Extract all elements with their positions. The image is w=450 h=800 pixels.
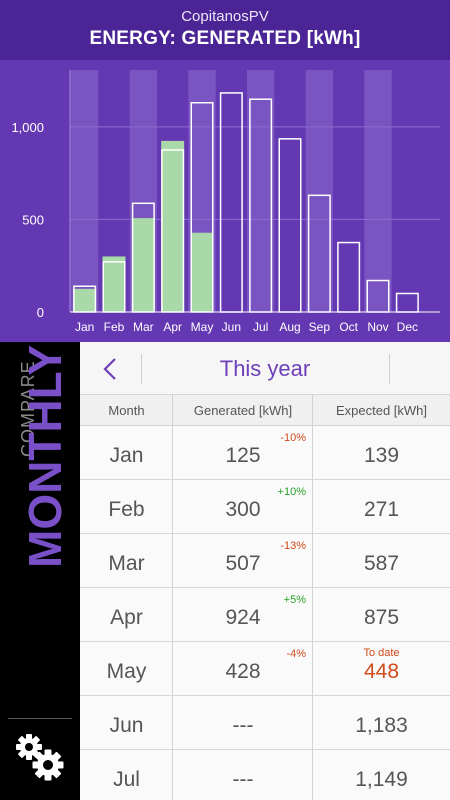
generated-bar	[190, 232, 214, 312]
generated-bar	[102, 256, 126, 312]
expected-bar	[366, 279, 390, 313]
generated-cell: 924	[225, 606, 261, 629]
y-tick-label: 500	[22, 212, 44, 227]
generated-bar	[73, 288, 97, 312]
deviation-badge: -13%	[280, 540, 306, 552]
deviation-badge: -4%	[286, 648, 306, 660]
to-date-label: To date	[363, 647, 400, 659]
generated-bar	[131, 218, 155, 312]
month-cell: Jul	[113, 768, 140, 791]
month-cell: Mar	[108, 552, 145, 575]
x-tick-label: Aug	[279, 320, 300, 334]
page-title: ENERGY: GENERATED [kWh]	[89, 28, 361, 49]
expected-bar	[307, 194, 331, 313]
back-button[interactable]	[80, 342, 140, 395]
generated-cell: ---	[232, 768, 254, 791]
x-tick-label: Jun	[222, 320, 241, 334]
chart-band	[71, 70, 99, 312]
table-row[interactable]: Apr 924 +5% 875	[80, 588, 450, 642]
expected-bar	[278, 138, 302, 313]
gears-icon	[16, 734, 64, 781]
chevron-left-icon	[103, 357, 116, 380]
expected-cell: 139	[363, 444, 400, 467]
app-name: CopitanosPV	[181, 8, 269, 25]
expected-cell: 875	[363, 606, 400, 629]
x-tick-label: Sep	[309, 320, 331, 334]
column-header-month: Month	[108, 403, 145, 418]
generated-cell: 125	[225, 444, 261, 467]
x-tick-label: Apr	[163, 320, 182, 334]
table-row[interactable]: Jun --- 1,183	[80, 696, 450, 750]
month-cell: May	[106, 660, 147, 683]
generated-cell: 300	[225, 498, 261, 521]
sidebar	[0, 342, 80, 800]
deviation-badge: +10%	[277, 486, 306, 498]
settings-button[interactable]	[10, 728, 70, 784]
x-tick-label: Jan	[75, 320, 94, 334]
expected-bar	[337, 241, 361, 313]
expected-cell: 448	[363, 660, 400, 683]
energy-chart: 0 500 1,000 Jan Feb Mar Apr May Jun Jul Aug Sep Oct N…	[0, 60, 450, 342]
generated-bar	[161, 140, 185, 312]
expected-bar	[219, 92, 243, 313]
period-title[interactable]: This year	[219, 356, 311, 381]
generated-cell: 428	[225, 660, 261, 683]
monthly-panel: This year Month Generated [kWh] Expected…	[80, 342, 450, 800]
expected-bar	[131, 202, 155, 313]
sidebar-divider	[8, 718, 72, 719]
expected-bar	[161, 149, 185, 313]
month-cell: Apr	[110, 606, 143, 629]
generated-cell: ---	[232, 714, 254, 737]
table-row[interactable]: Mar 507 -13% 587	[80, 534, 450, 588]
chart-band	[247, 70, 275, 312]
app-header: CopitanosPV ENERGY: GENERATED [kWh]	[0, 0, 450, 60]
deviation-badge: -10%	[280, 432, 306, 444]
x-tick-label: May	[191, 320, 214, 334]
chart-band	[364, 70, 392, 312]
table-row[interactable]: Jul --- 1,149	[80, 750, 450, 800]
table-row[interactable]: May 428 -4% To date 448	[80, 642, 450, 696]
column-header-generated: Generated [kWh]	[193, 403, 293, 418]
x-tick-label: Nov	[367, 320, 388, 334]
y-tick-label: 1,000	[11, 120, 44, 135]
expected-cell: 587	[363, 552, 400, 575]
nav-separator	[389, 354, 390, 384]
expected-bar	[395, 292, 419, 313]
period-nav: This year	[80, 342, 450, 395]
expected-cell: 1,149	[355, 768, 408, 791]
x-tick-label: Dec	[397, 320, 418, 334]
column-divider	[312, 395, 313, 800]
deviation-badge: +5%	[283, 594, 306, 606]
table-header: Month Generated [kWh] Expected [kWh]	[80, 395, 450, 426]
x-tick-label: Mar	[133, 320, 154, 334]
nav-separator	[141, 354, 142, 384]
chart-band	[305, 70, 333, 312]
expected-bar	[190, 101, 214, 313]
month-cell: Jun	[109, 714, 144, 737]
x-tick-label: Jul	[253, 320, 268, 334]
table-row[interactable]: Feb 300 +10% 271	[80, 480, 450, 534]
expected-cell: 1,183	[355, 714, 408, 737]
expected-cell: 271	[363, 498, 400, 521]
energy-chart-svg: 0 500 1,000 Jan Feb Mar Apr May Jun Jul Aug Sep Oct N…	[11, 70, 440, 334]
y-tick-label: 0	[37, 305, 44, 320]
column-header-expected: Expected [kWh]	[335, 403, 428, 418]
x-tick-label: Oct	[339, 320, 358, 334]
month-cell: Jan	[109, 444, 144, 467]
column-divider	[172, 395, 173, 800]
month-cell: Feb	[108, 498, 145, 521]
table-row[interactable]: Jan 125 -10% 139	[80, 426, 450, 480]
expected-bar	[102, 261, 126, 313]
expected-bar	[73, 285, 97, 313]
generated-cell: 507	[225, 552, 261, 575]
monthly-mode-label[interactable]: MONTHLY	[19, 344, 71, 568]
expected-bar	[249, 98, 273, 313]
x-tick-label: Feb	[104, 320, 125, 334]
